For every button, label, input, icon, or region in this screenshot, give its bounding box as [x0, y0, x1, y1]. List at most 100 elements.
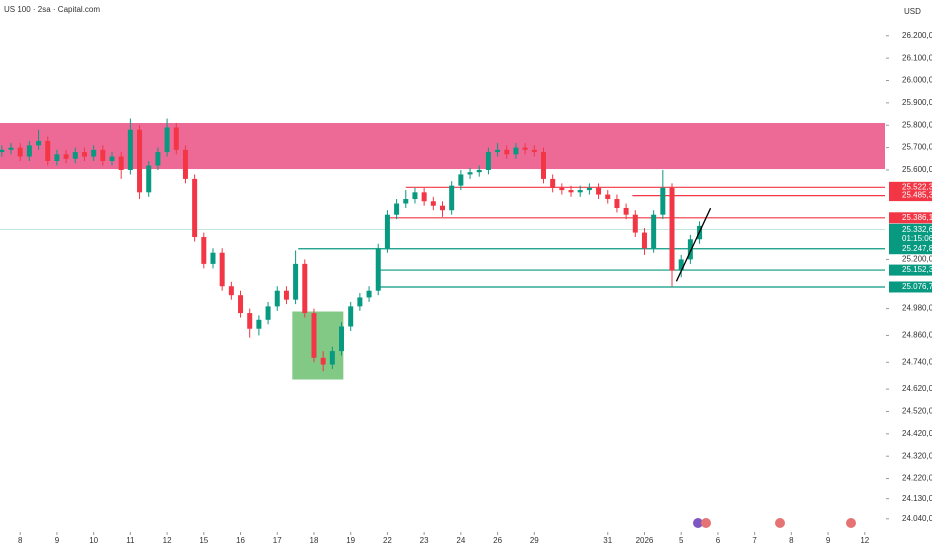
candle-body: [678, 259, 684, 271]
candle-body: [302, 263, 308, 314]
candle-body: [283, 290, 289, 300]
candle-body: [632, 214, 638, 233]
candle-body: [8, 147, 14, 150]
candle-body: [137, 129, 143, 193]
countdown: 01:15:06: [902, 234, 932, 243]
candle-body: [127, 129, 133, 170]
candle-body: [17, 147, 23, 157]
y-tick-label: 24.980,0: [902, 304, 932, 313]
level-label-box: [889, 181, 932, 193]
candle-body: [623, 207, 629, 215]
y-tick-label: 24.620,0: [902, 384, 932, 393]
level-label: 25.152,3: [902, 265, 932, 274]
candle-body: [238, 295, 244, 314]
candle-body: [265, 306, 271, 320]
candle-body: [247, 313, 253, 329]
candle-body: [375, 248, 381, 291]
candle-body: [550, 178, 556, 188]
y-tick-label: 24.320,0: [902, 451, 932, 460]
x-tick-label: 12: [860, 536, 869, 545]
candle-body: [91, 149, 97, 157]
y-tick-label: 26.000,0: [902, 76, 932, 85]
candle-body: [559, 187, 565, 191]
candle-body: [320, 357, 326, 365]
candle-body: [293, 263, 299, 300]
candle-body: [568, 190, 574, 193]
candle-body: [219, 252, 225, 287]
level-label-box: [889, 212, 932, 224]
last-price-label: 25.332,6: [902, 225, 932, 234]
x-tick-label: 11: [126, 536, 135, 545]
y-tick-label: 26.200,0: [902, 31, 932, 40]
candle-body: [651, 214, 657, 249]
candle-body: [54, 154, 60, 162]
zone: [0, 122, 885, 170]
candle-body: [109, 156, 115, 162]
x-tick-label: 10: [89, 536, 98, 545]
x-tick-label: 5: [679, 536, 684, 545]
level-label-box: [889, 281, 932, 293]
candle-body: [687, 239, 693, 260]
candle-body: [412, 192, 418, 200]
x-tick-label: 9: [55, 536, 60, 545]
y-tick-label: 26.100,0: [902, 53, 932, 62]
candle-body: [485, 152, 491, 170]
candle-body: [430, 201, 436, 206]
y-tick-label: 24.130,0: [902, 494, 932, 503]
candle-body: [339, 326, 345, 352]
level-label: 25.247,8: [902, 244, 932, 253]
x-tick-label: 2026: [636, 536, 654, 545]
x-tick-label: 24: [456, 536, 465, 545]
x-tick-label: 23: [420, 536, 429, 545]
candle-body: [669, 187, 675, 271]
candle-body: [36, 140, 42, 146]
candle-body: [403, 199, 409, 204]
y-tick-label: 25.200,0: [902, 255, 932, 264]
candle-body: [81, 152, 87, 157]
candle-body: [45, 140, 51, 162]
candle-body: [72, 152, 78, 159]
candle-body: [164, 127, 170, 153]
candle-body: [605, 194, 611, 200]
level-label: 25.485,3: [902, 191, 932, 200]
x-tick-label: 19: [346, 536, 355, 545]
candle-body: [586, 187, 592, 191]
y-tick-label: 24.860,0: [902, 331, 932, 340]
y-tick-label: 24.220,0: [902, 474, 932, 483]
candle-body: [26, 145, 32, 157]
x-tick-label: 31: [603, 536, 612, 545]
candle-body: [155, 152, 161, 166]
y-tick-label: 24.520,0: [902, 407, 932, 416]
x-tick-label: 7: [752, 536, 757, 545]
x-tick-label: 15: [199, 536, 208, 545]
zone: [292, 311, 344, 380]
candle-body: [0, 149, 5, 153]
candle-body: [384, 214, 390, 249]
level-label-box: [889, 190, 932, 202]
candle-body: [467, 172, 473, 175]
y-tick-label: 24.740,0: [902, 357, 932, 366]
last-price-box: [889, 223, 932, 245]
candle-body: [641, 232, 647, 249]
candle-body: [357, 297, 363, 307]
candle-body: [210, 252, 216, 264]
candle-body: [100, 149, 106, 162]
candle-body: [660, 187, 666, 215]
candle-body: [228, 286, 234, 296]
y-tick-label: 25.900,0: [902, 98, 932, 107]
candle-body: [458, 174, 464, 186]
x-tick-label: 22: [383, 536, 392, 545]
x-tick-label: 26: [493, 536, 502, 545]
x-tick-label: 8: [18, 536, 23, 545]
candle-body: [614, 199, 620, 208]
candle-body: [394, 203, 400, 215]
candle-body: [311, 313, 317, 358]
candle-body: [531, 149, 537, 153]
event-icons: [693, 518, 856, 528]
candle-body: [329, 351, 335, 365]
x-tick-label: 17: [273, 536, 282, 545]
candle-body: [182, 149, 188, 179]
candle-body: [476, 169, 482, 173]
x-tick-label: 6: [716, 536, 721, 545]
